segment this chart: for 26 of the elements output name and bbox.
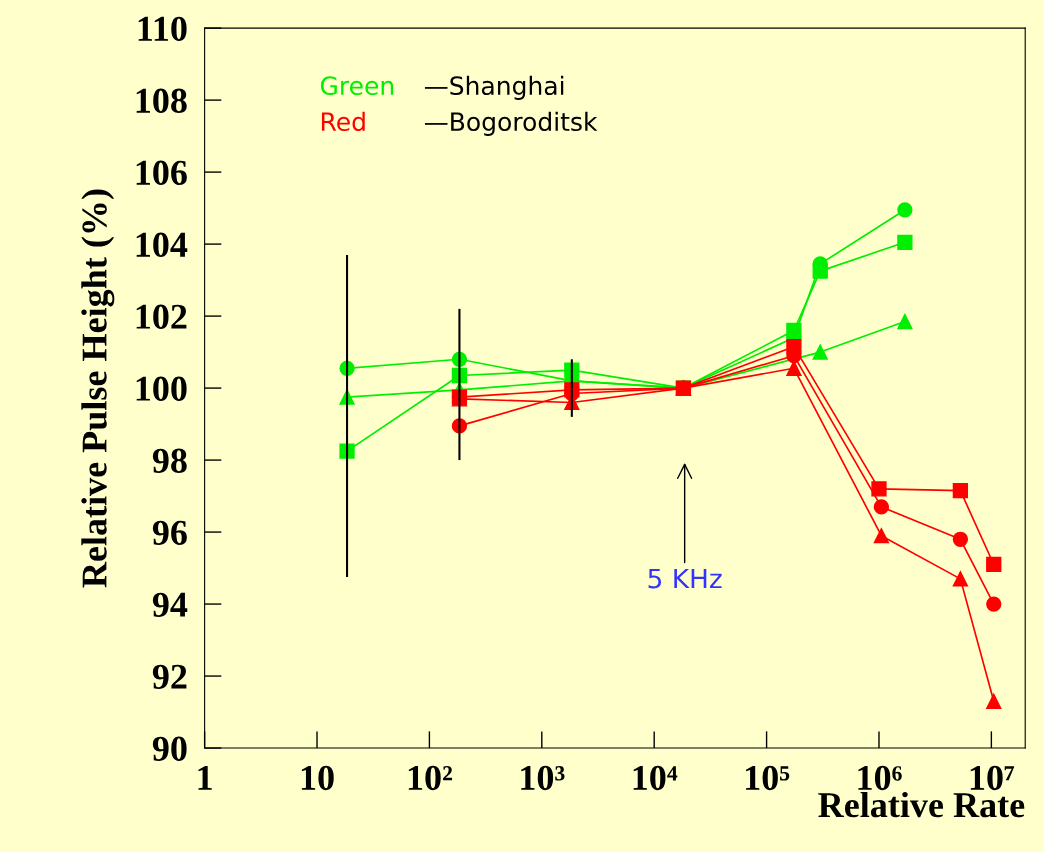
- x-tick-label: 10⁶: [858, 765, 902, 791]
- annotation: Green: [320, 76, 394, 96]
- x-tick-label: 10²: [408, 765, 453, 791]
- y-tick-label: 96: [152, 520, 187, 545]
- y-tick-label: 92: [152, 664, 187, 689]
- x-tick-label: 1: [198, 765, 212, 790]
- x-tick-label: 10⁷: [970, 765, 1015, 791]
- y-tick-label: 102: [136, 304, 187, 329]
- annotation: Red: [321, 111, 365, 132]
- y-tick-label: 100: [136, 376, 187, 401]
- y-tick-label: 90: [152, 736, 187, 761]
- y-tick-label: 106: [136, 160, 187, 185]
- x-tick-label: 10³: [521, 765, 565, 791]
- y-tick-label: 94: [152, 592, 188, 617]
- y-tick-label: 104: [136, 232, 188, 257]
- annotation: —Shanghai: [424, 75, 564, 100]
- y-tick-label: 98: [152, 448, 187, 473]
- y-axis-title: Relative Pulse Height (%): [81, 189, 115, 588]
- annotation: 5 KHz: [648, 568, 722, 589]
- x-axis-title: Relative Rate: [818, 791, 1025, 818]
- y-tick-label: 108: [136, 88, 187, 113]
- y-tick-label: 110: [138, 16, 187, 41]
- x-tick-label: 10⁵: [746, 765, 790, 791]
- x-tick-label: 10⁴: [633, 765, 678, 791]
- x-tick-label: 10: [301, 765, 334, 791]
- annotation: —Bogoroditsk: [424, 111, 598, 136]
